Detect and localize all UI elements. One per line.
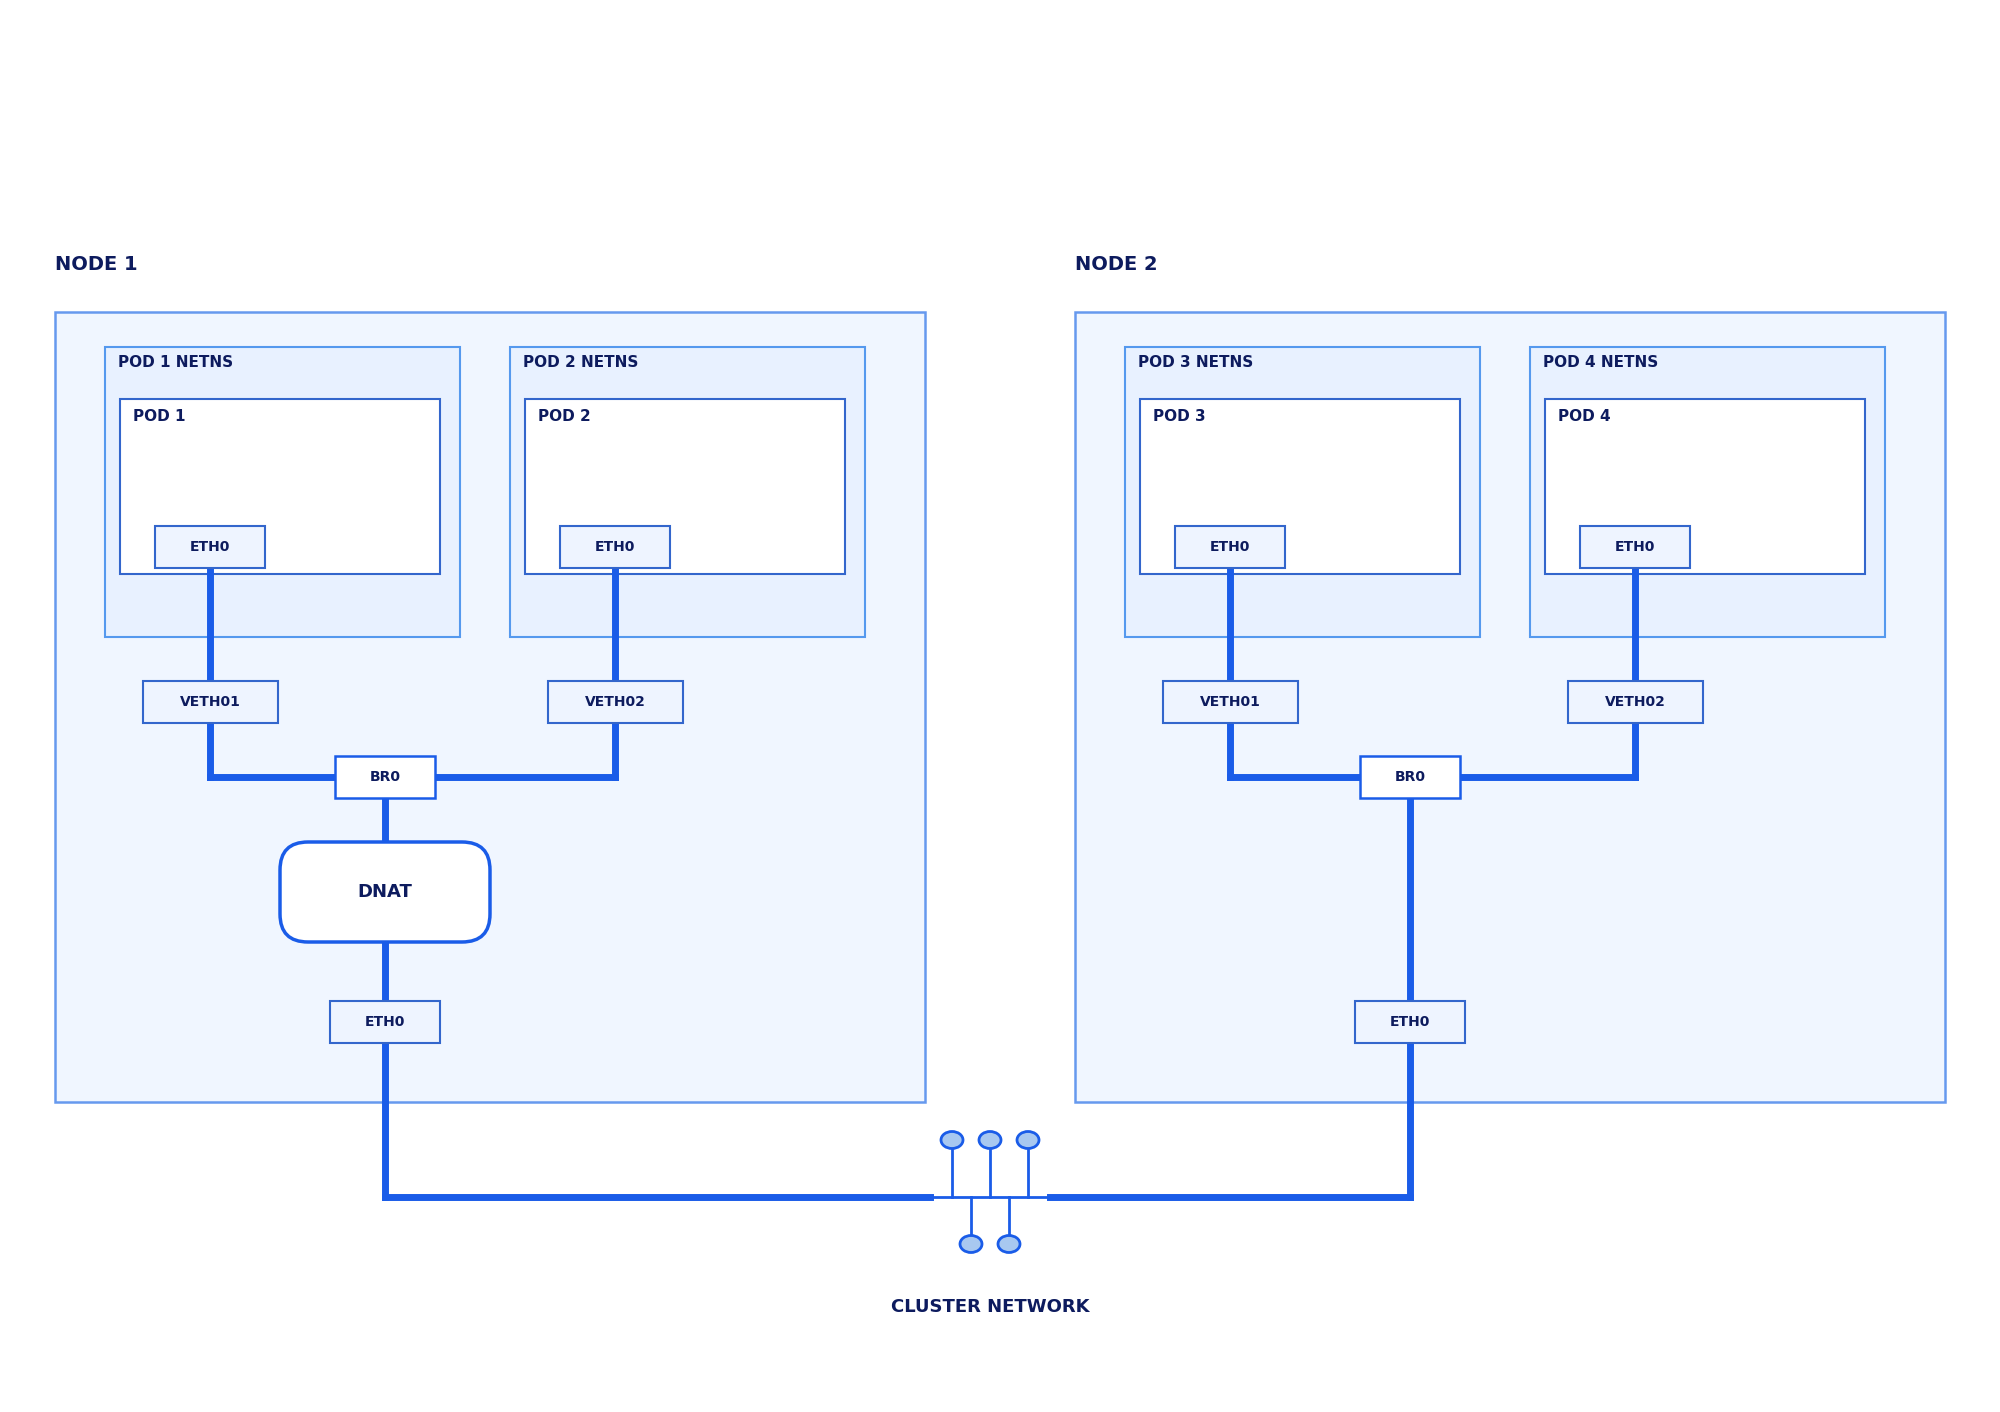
- Text: ETH0: ETH0: [1210, 539, 1250, 554]
- Text: VETH02: VETH02: [1604, 695, 1666, 709]
- Text: VETH01: VETH01: [180, 695, 240, 709]
- Ellipse shape: [980, 1131, 1002, 1148]
- FancyBboxPatch shape: [330, 1001, 440, 1043]
- FancyBboxPatch shape: [1356, 1001, 1464, 1043]
- FancyBboxPatch shape: [156, 527, 266, 568]
- FancyBboxPatch shape: [1140, 400, 1460, 575]
- FancyBboxPatch shape: [1544, 400, 1864, 575]
- Text: ETH0: ETH0: [1614, 539, 1656, 554]
- Ellipse shape: [1018, 1131, 1040, 1148]
- Text: ETH0: ETH0: [594, 539, 636, 554]
- Text: POD 1 NETNS: POD 1 NETNS: [118, 354, 234, 370]
- FancyBboxPatch shape: [1568, 681, 1702, 723]
- Text: NODE 2: NODE 2: [1076, 256, 1158, 274]
- Text: POD 3: POD 3: [1152, 409, 1206, 424]
- Text: DNAT: DNAT: [358, 882, 412, 901]
- Text: CLUSTER NETWORK: CLUSTER NETWORK: [890, 1298, 1090, 1316]
- Text: POD 2 NETNS: POD 2 NETNS: [524, 354, 638, 370]
- Ellipse shape: [960, 1236, 982, 1252]
- FancyBboxPatch shape: [1076, 312, 1944, 1101]
- Ellipse shape: [998, 1236, 1020, 1252]
- FancyBboxPatch shape: [120, 400, 440, 575]
- FancyBboxPatch shape: [548, 681, 682, 723]
- Text: BR0: BR0: [1394, 770, 1426, 784]
- Text: POD 4: POD 4: [1558, 409, 1610, 424]
- Text: ETH0: ETH0: [1390, 1015, 1430, 1029]
- Text: ETH0: ETH0: [364, 1015, 406, 1029]
- FancyBboxPatch shape: [1530, 347, 1886, 637]
- Text: BR0: BR0: [370, 770, 400, 784]
- Text: POD 3 NETNS: POD 3 NETNS: [1138, 354, 1254, 370]
- Text: VETH02: VETH02: [584, 695, 646, 709]
- Text: POD 1: POD 1: [132, 409, 186, 424]
- FancyBboxPatch shape: [1360, 755, 1460, 798]
- FancyBboxPatch shape: [524, 400, 844, 575]
- Text: VETH01: VETH01: [1200, 695, 1260, 709]
- FancyBboxPatch shape: [1176, 527, 1284, 568]
- Text: NODE 1: NODE 1: [56, 256, 138, 274]
- FancyBboxPatch shape: [336, 755, 434, 798]
- FancyBboxPatch shape: [56, 312, 924, 1101]
- FancyBboxPatch shape: [142, 681, 278, 723]
- FancyBboxPatch shape: [280, 842, 490, 942]
- Text: ETH0: ETH0: [190, 539, 230, 554]
- FancyBboxPatch shape: [1580, 527, 1690, 568]
- FancyBboxPatch shape: [560, 527, 670, 568]
- Text: POD 2: POD 2: [538, 409, 590, 424]
- FancyBboxPatch shape: [1162, 681, 1298, 723]
- Ellipse shape: [942, 1131, 964, 1148]
- FancyBboxPatch shape: [104, 347, 460, 637]
- FancyBboxPatch shape: [1124, 347, 1480, 637]
- Text: POD 4 NETNS: POD 4 NETNS: [1544, 354, 1658, 370]
- FancyBboxPatch shape: [510, 347, 864, 637]
